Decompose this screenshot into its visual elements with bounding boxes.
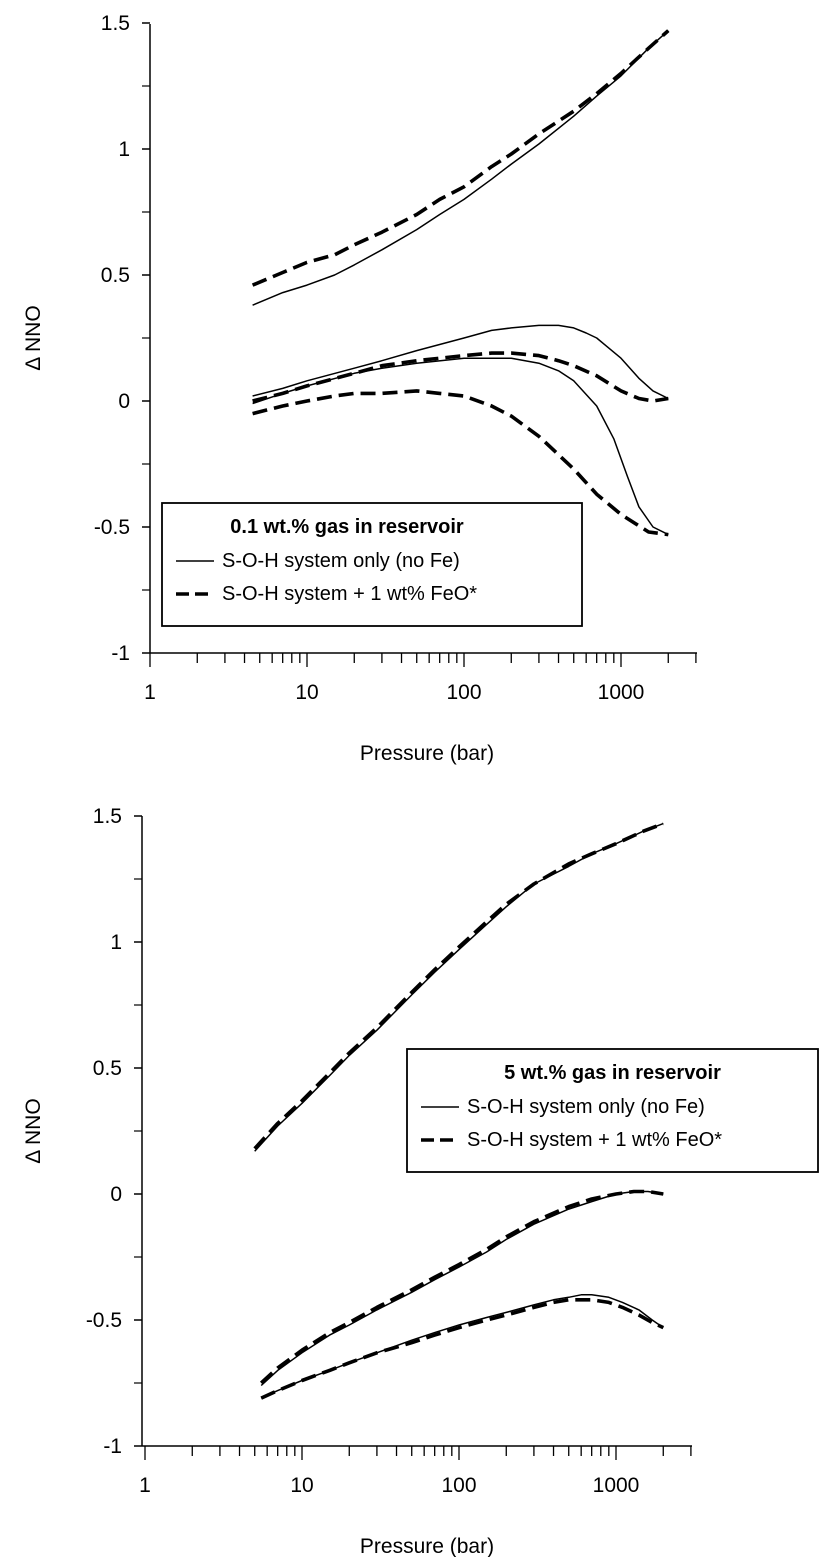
y-tick-label: 1.5 — [101, 12, 130, 35]
x-tick-label: 1000 — [598, 681, 645, 704]
chart-1: -1 -0.5 0 0.5 1 1.5 1 10 100 1000 Pressure (bar) Δ … — [22, 12, 697, 765]
y-tick-label: -1 — [103, 1435, 122, 1458]
legend-entry-label: S-O-H system + 1 wt% FeO* — [467, 1129, 722, 1151]
legend-box — [161, 502, 583, 627]
legend: 5 wt.% gas in reservoir S-O-H system only… — [406, 1048, 819, 1173]
x-tick-label: 1 — [144, 681, 156, 704]
y-tick-label: 0.5 — [101, 264, 130, 287]
legend-title: 5 wt.% gas in reservoir — [504, 1062, 721, 1084]
x-tick-label: 1000 — [593, 1474, 640, 1497]
x-axis-title: Pressure (bar) — [360, 1535, 494, 1557]
y-tick-label: 1.5 — [93, 805, 122, 828]
x-tick-label: 100 — [441, 1474, 476, 1497]
y-tick-label: -0.5 — [86, 1309, 122, 1332]
legend-box — [406, 1048, 819, 1173]
series-line-dashed — [253, 821, 664, 1150]
series-line-solid — [260, 1190, 664, 1387]
y-tick-label: 0 — [110, 1183, 122, 1206]
series-line-dashed — [252, 389, 669, 537]
y-tick-label: -1 — [111, 642, 130, 665]
x-axis-title: Pressure (bar) — [360, 742, 494, 765]
chart-2: -1 -0.5 0 0.5 1 1.5 1 10 100 1000 Pressure (bar) Δ … — [22, 805, 819, 1557]
legend-entry-label: S-O-H system only (no Fe) — [467, 1096, 705, 1118]
y-tick-label: 0 — [118, 390, 130, 413]
y-tick-label: 1 — [118, 138, 130, 161]
y-tick-label: 0.5 — [93, 1057, 122, 1080]
x-tick-label: 10 — [295, 681, 318, 704]
series-line-dashed — [251, 29, 670, 287]
series-line-dashed — [260, 1298, 665, 1400]
x-tick-label: 10 — [290, 1474, 313, 1497]
x-tick-label: 100 — [446, 681, 481, 704]
legend: 0.1 wt.% gas in reservoir S-O-H system on… — [161, 502, 583, 627]
y-axis-title: Δ NNO — [22, 1098, 45, 1163]
series-line-solid — [254, 822, 664, 1152]
series-line-solid — [252, 357, 669, 536]
series-line-dashed — [259, 1189, 664, 1385]
legend-entry-label: S-O-H system only (no Fe) — [222, 550, 460, 572]
y-axis-title: Δ NNO — [22, 305, 45, 370]
y-tick-label: -0.5 — [94, 516, 130, 539]
legend-entry-label: S-O-H system + 1 wt% FeO* — [222, 583, 477, 605]
y-tick-label: 1 — [110, 931, 122, 954]
series-line-solid — [252, 30, 669, 306]
x-tick-label: 1 — [139, 1474, 151, 1497]
series-line-solid — [252, 324, 669, 400]
series-line-solid — [260, 1294, 664, 1399]
legend-title: 0.1 wt.% gas in reservoir — [230, 516, 464, 538]
